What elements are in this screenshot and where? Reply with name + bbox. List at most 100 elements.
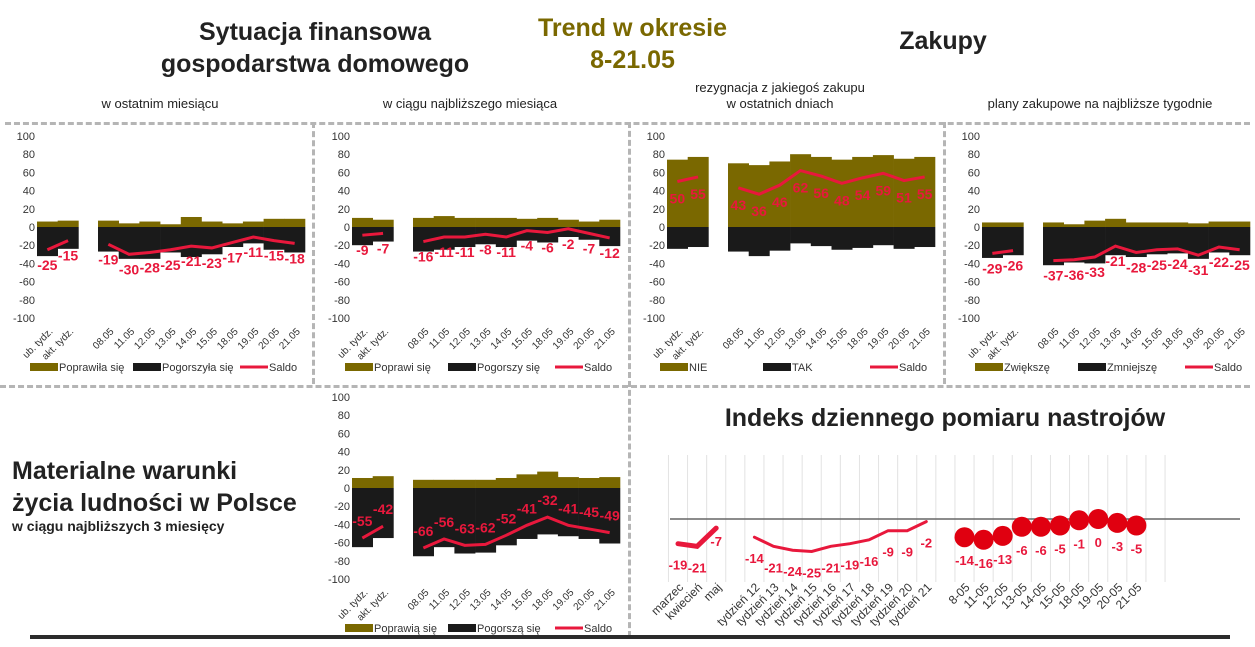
index-dot <box>1050 515 1070 536</box>
index-data-label: -7 <box>710 534 722 549</box>
saldo-data-label: -41 <box>517 500 537 516</box>
saldo-data-label: 36 <box>751 203 767 219</box>
divider <box>0 385 1250 388</box>
bar-positive <box>433 479 455 488</box>
y-tick-label: 60 <box>338 428 350 440</box>
x-tick-label: 14.05 <box>489 326 515 352</box>
saldo-data-label: -7 <box>377 240 390 256</box>
bar-negative <box>372 227 394 242</box>
legend-label: Zwiększę <box>1004 362 1050 374</box>
y-tick-label: -100 <box>958 313 980 325</box>
index-data-label: -5 <box>1131 542 1143 557</box>
saldo-data-label: 43 <box>731 197 747 213</box>
saldo-data-label: -41 <box>558 500 578 516</box>
bar-positive <box>1063 224 1085 227</box>
x-tick-label: 15.05 <box>509 587 535 613</box>
saldo-data-label: -16 <box>413 249 433 265</box>
saldo-data-label: -63 <box>455 520 475 536</box>
y-tick-label: -80 <box>19 295 35 307</box>
y-tick-label: 40 <box>338 447 350 459</box>
y-tick-label: -80 <box>964 295 980 307</box>
bar-negative <box>284 227 306 253</box>
saldo-data-label: 55 <box>917 186 933 202</box>
x-tick-label: 08.05 <box>91 326 117 352</box>
bar-negative <box>667 227 688 249</box>
bar-negative <box>352 488 373 548</box>
index-data-label: -21 <box>688 560 707 575</box>
x-tick-label: 20.05 <box>257 326 283 352</box>
bar-positive <box>1043 222 1064 227</box>
index-data-label: -9 <box>882 545 894 560</box>
bar-positive <box>516 218 538 227</box>
bar-positive <box>687 156 709 227</box>
bar-negative <box>433 488 455 548</box>
x-tick-label: 14.05 <box>804 326 830 352</box>
saldo-data-label: -21 <box>1105 253 1125 269</box>
saldo-data-label: -62 <box>475 519 495 535</box>
y-tick-label: 0 <box>344 222 350 234</box>
saldo-data-label: -22 <box>1209 254 1229 270</box>
y-tick-label: 60 <box>23 167 35 179</box>
saldo-data-label: -18 <box>285 250 305 266</box>
x-tick-label: 11.05 <box>1057 326 1082 351</box>
x-tick-label: 11.05 <box>742 326 767 351</box>
x-tick-label: 18.05 <box>215 326 241 352</box>
bottom-bar <box>30 635 1230 639</box>
bar-negative <box>413 227 434 252</box>
y-tick-label: 80 <box>968 149 980 161</box>
index-dot <box>954 527 975 548</box>
legend-label: Pogorszą się <box>477 623 541 635</box>
y-tick-label: -60 <box>19 277 35 289</box>
bar-negative <box>180 227 202 258</box>
y-tick-label: 0 <box>974 222 980 234</box>
y-tick-label: -20 <box>649 240 665 252</box>
x-tick-label: 14.05 <box>174 326 200 352</box>
y-tick-label: -60 <box>649 277 665 289</box>
saldo-data-label: -56 <box>434 514 454 530</box>
x-tick-label: 20.05 <box>1202 326 1228 352</box>
y-tick-label: 40 <box>338 186 350 198</box>
bar-negative <box>201 227 223 255</box>
bar-negative <box>810 227 832 247</box>
saldo-data-label: -15 <box>58 248 78 264</box>
y-tick-label: 100 <box>647 131 665 143</box>
y-tick-label: -100 <box>328 313 350 325</box>
bar-negative <box>1002 227 1024 256</box>
bar-positive <box>578 221 600 227</box>
y-tick-label: -40 <box>19 258 35 270</box>
saldo-data-label: -4 <box>521 238 534 254</box>
bar-positive <box>599 219 621 227</box>
saldo-data-label: -55 <box>352 513 372 529</box>
bar-negative <box>790 227 812 244</box>
saldo-data-label: -42 <box>373 501 393 517</box>
index-line <box>675 525 719 549</box>
saldo-data-label: 50 <box>670 191 686 207</box>
subtitle-next-month: w ciągu najbliższego miesiąca <box>382 96 558 111</box>
x-tick-label: 21.05 <box>907 326 933 352</box>
legend-swatch-positive <box>30 363 58 371</box>
index-title: Indeks dziennego pomiaru nastrojów <box>724 404 1166 432</box>
material-subtitle: w ciągu najbliższych 3 miesięcy <box>12 518 225 534</box>
bar-positive <box>222 223 244 227</box>
saldo-data-label: 51 <box>896 190 912 206</box>
x-tick-label: 21.05 <box>592 587 618 613</box>
saldo-data-label: -25 <box>160 257 180 273</box>
y-tick-label: 20 <box>338 465 350 477</box>
trend-title-line1: Trend w okresie <box>538 14 727 42</box>
y-tick-label: 20 <box>968 204 980 216</box>
saldo-data-label: -2 <box>562 236 575 252</box>
x-tick-label: 11.05 <box>112 326 137 351</box>
legend-label: Pogorszyła się <box>162 362 234 374</box>
bar-positive <box>516 474 538 488</box>
y-tick-label: 60 <box>338 167 350 179</box>
saldo-data-label: -52 <box>496 510 516 526</box>
bar-negative <box>160 227 182 253</box>
saldo-data-label: -36 <box>1064 267 1084 283</box>
bar-negative <box>1208 227 1230 253</box>
index-data-label: -19 <box>841 558 860 573</box>
bar-positive <box>599 477 621 488</box>
x-tick-label: 21.05 <box>1222 326 1248 352</box>
legend-label: Saldo <box>584 362 612 374</box>
